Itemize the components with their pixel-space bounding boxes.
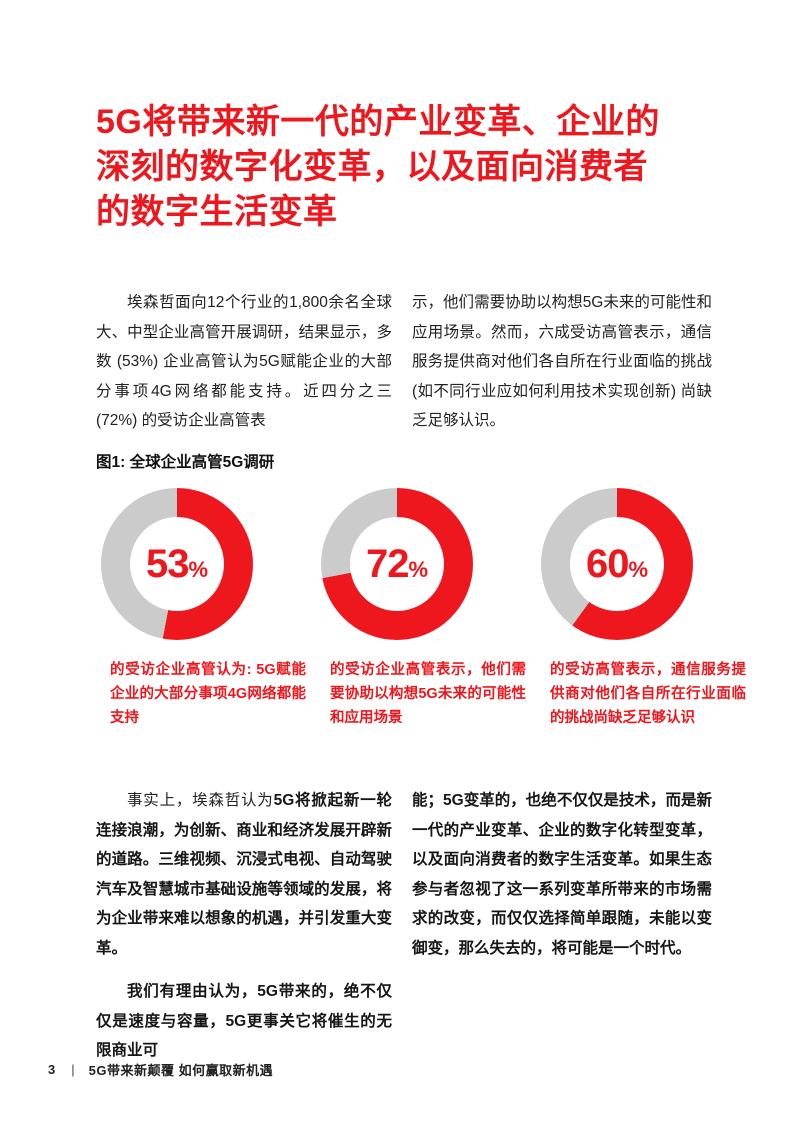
donut-ring-60: 60%	[541, 488, 693, 640]
page-title-line-1: 5G将带来新一代的产业变革、企业的	[96, 103, 660, 141]
body-paragraph-1: 事实上，埃森哲认为5G将掀起新一轮连接浪潮，为创新、商业和经济发展开辟新的道路。…	[96, 786, 392, 963]
body-p1-bold-text: 5G将掀起新一轮连接浪潮，为创新、商业和经济发展开辟新的道路。三维视频、沉浸式电…	[96, 792, 392, 957]
intro-text-right: 示，他们需要协助以构想5G未来的可能性和应用场景。然而，六成受访高管表示，通信服…	[412, 294, 712, 429]
figure-caption: 图1: 全球企业高管5G调研	[96, 454, 275, 471]
percent-number: 53	[145, 541, 189, 586]
body-p1-regular-text: 事实上，埃森哲认为	[127, 792, 274, 809]
percent-sign: %	[188, 556, 209, 582]
body-paragraphs-right-column: 能；5G变革的，也绝不仅仅是技术，而是新一代的产业变革、企业的数字化转型变革，以…	[412, 786, 712, 963]
body-paragraph-2: 我们有理由认为，5G带来的，绝不仅仅是速度与容量，5G更事关它将催生的无限商业可	[96, 983, 392, 1059]
page-title-line-2: 深刻的数字化变革，以及面向消费者	[96, 148, 648, 186]
page-title-line-3: 的数字生活变革	[96, 193, 338, 231]
intro-paragraph-right-column: 示，他们需要协助以构想5G未来的可能性和应用场景。然而，六成受访高管表示，通信服…	[412, 288, 712, 436]
page-footer: 3 | 5G带来新颠覆 如何赢取新机遇	[48, 1060, 273, 1079]
donut-value-label: 72%	[366, 542, 428, 587]
donut-chart-60: 60% 的受访高管表示，通信服务提供商对他们各自所在行业面临的挑战尚缺乏足够认识	[541, 488, 761, 730]
intro-text-left: 埃森哲面向12个行业的1,800余名全球大、中型企业高管开展调研，结果显示，多数…	[96, 294, 392, 429]
donut-ring-72: 72%	[321, 488, 473, 640]
donut-value-label: 60%	[586, 542, 648, 587]
percent-number: 72	[365, 541, 409, 586]
donut-caption: 的受访企业高管认为: 5G赋能企业的大部分事项4G网络都能支持	[110, 662, 306, 726]
donut-hole	[570, 517, 664, 611]
percent-sign: %	[628, 556, 649, 582]
donut-caption: 的受访高管表示，通信服务提供商对他们各自所在行业面临的挑战尚缺乏足够认识	[550, 662, 746, 726]
donut-caption: 的受访企业高管表示，他们需要协助以构想5G未来的可能性和应用场景	[330, 662, 526, 726]
donut-value-label: 53%	[146, 542, 208, 587]
page-number: 3	[48, 1062, 56, 1077]
percent-number: 60	[585, 541, 629, 586]
page-title: 5G将带来新一代的产业变革、企业的 深刻的数字化变革，以及面向消费者 的数字生活…	[96, 100, 736, 235]
donut-hole	[130, 517, 224, 611]
donut-ring-53: 53%	[101, 488, 253, 640]
donut-hole	[350, 517, 444, 611]
percent-sign: %	[408, 556, 429, 582]
body-paragraphs-left-column: 事实上，埃森哲认为5G将掀起新一轮连接浪潮，为创新、商业和经济发展开辟新的道路。…	[96, 786, 392, 1066]
footer-doc-title: 5G带来新颠覆 如何赢取新机遇	[88, 1063, 274, 1078]
intro-paragraph-left-column: 埃森哲面向12个行业的1,800余名全球大、中型企业高管开展调研，结果显示，多数…	[96, 288, 392, 436]
body-paragraph-3: 能；5G变革的，也绝不仅仅是技术，而是新一代的产业变革、企业的数字化转型变革，以…	[412, 792, 712, 957]
footer-separator: |	[71, 1062, 75, 1077]
donut-chart-72: 72% 的受访企业高管表示，他们需要协助以构想5G未来的可能性和应用场景	[321, 488, 541, 730]
donut-chart-53: 53% 的受访企业高管认为: 5G赋能企业的大部分事项4G网络都能支持	[101, 488, 321, 730]
